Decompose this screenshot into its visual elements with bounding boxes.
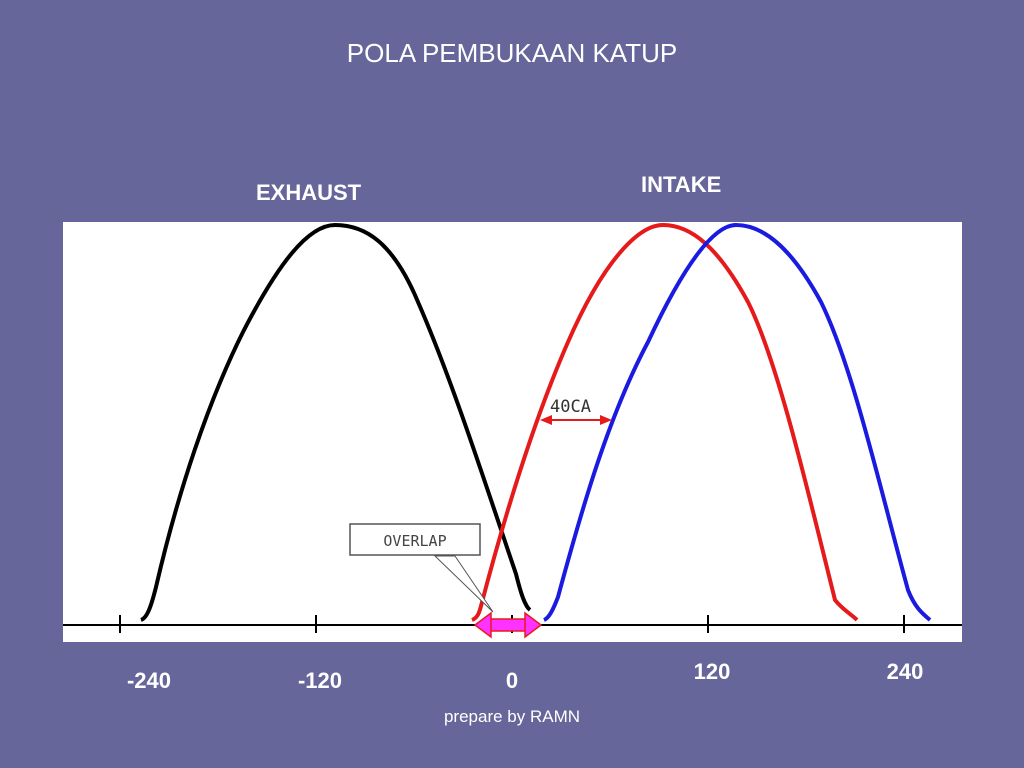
valve-timing-diagram: 40CA OVERLAP bbox=[63, 222, 962, 642]
slide-footer: prepare by RAMN bbox=[443, 707, 581, 726]
shift-arrow-left-head bbox=[540, 415, 552, 425]
overlap-arrow-left-head bbox=[473, 611, 492, 639]
shift-label: 40CA bbox=[550, 397, 591, 417]
exhaust-label: EXHAUST bbox=[256, 180, 362, 205]
slide-title: POLA PEMBUKAAN KATUP bbox=[346, 38, 678, 68]
tick-label-120: 120 bbox=[693, 659, 731, 684]
intake-curve-red bbox=[471, 222, 859, 622]
exhaust-curve bbox=[140, 222, 532, 622]
intake-label: INTAKE bbox=[641, 172, 722, 197]
overlap-arrow-right-head bbox=[524, 611, 543, 639]
overlap-label: OVERLAP bbox=[383, 532, 446, 550]
valve-timing-svg: 40CA OVERLAP bbox=[63, 222, 962, 639]
overlap-arrow-body bbox=[488, 618, 530, 632]
tick-label-minus120: -120 bbox=[297, 668, 343, 693]
tick-label-0: 0 bbox=[505, 668, 519, 693]
shift-arrow-right-head bbox=[600, 415, 612, 425]
overlap-callout-box bbox=[349, 523, 481, 556]
tick-label-minus240: -240 bbox=[126, 668, 172, 693]
tick-label-240: 240 bbox=[886, 659, 924, 684]
intake-curve-blue bbox=[543, 222, 932, 622]
overlap-callout-pointer bbox=[433, 555, 494, 613]
